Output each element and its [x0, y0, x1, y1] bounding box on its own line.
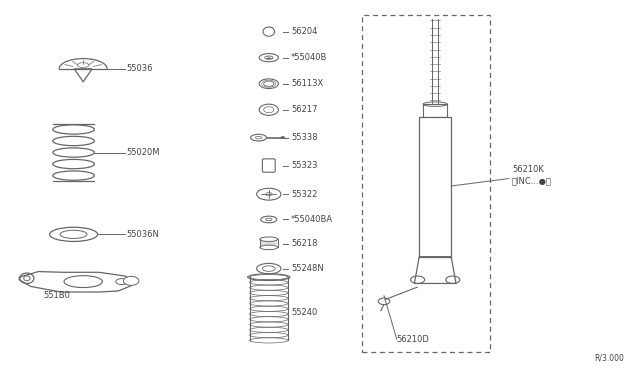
Text: 56204: 56204 [291, 27, 317, 36]
Text: 55248N: 55248N [291, 264, 324, 273]
Text: 56113X: 56113X [291, 79, 323, 88]
Wedge shape [124, 276, 139, 285]
Text: 55323: 55323 [291, 161, 317, 170]
Text: 55338: 55338 [291, 133, 318, 142]
Text: *55040BA: *55040BA [291, 215, 333, 224]
Text: 551B0: 551B0 [44, 291, 70, 300]
Text: 55020M: 55020M [127, 148, 160, 157]
Polygon shape [74, 69, 92, 82]
Text: （INC...●）: （INC...●） [512, 176, 552, 185]
Text: 55322: 55322 [291, 190, 317, 199]
Ellipse shape [281, 137, 285, 139]
Polygon shape [415, 257, 456, 283]
Text: 55036N: 55036N [127, 230, 159, 239]
Polygon shape [19, 272, 134, 292]
Text: 56210D: 56210D [397, 335, 429, 344]
Text: *55040B: *55040B [291, 53, 328, 62]
Bar [419, 117, 451, 257]
Text: 56218: 56218 [291, 239, 317, 248]
Bar [423, 104, 447, 117]
Text: 56217: 56217 [291, 105, 317, 114]
Bar [362, 15, 490, 352]
Text: 55036: 55036 [127, 64, 153, 73]
Text: R/3.000: R/3.000 [594, 354, 624, 363]
FancyBboxPatch shape [262, 159, 275, 172]
Text: 55240: 55240 [291, 308, 317, 317]
Text: 56210K: 56210K [512, 165, 544, 174]
